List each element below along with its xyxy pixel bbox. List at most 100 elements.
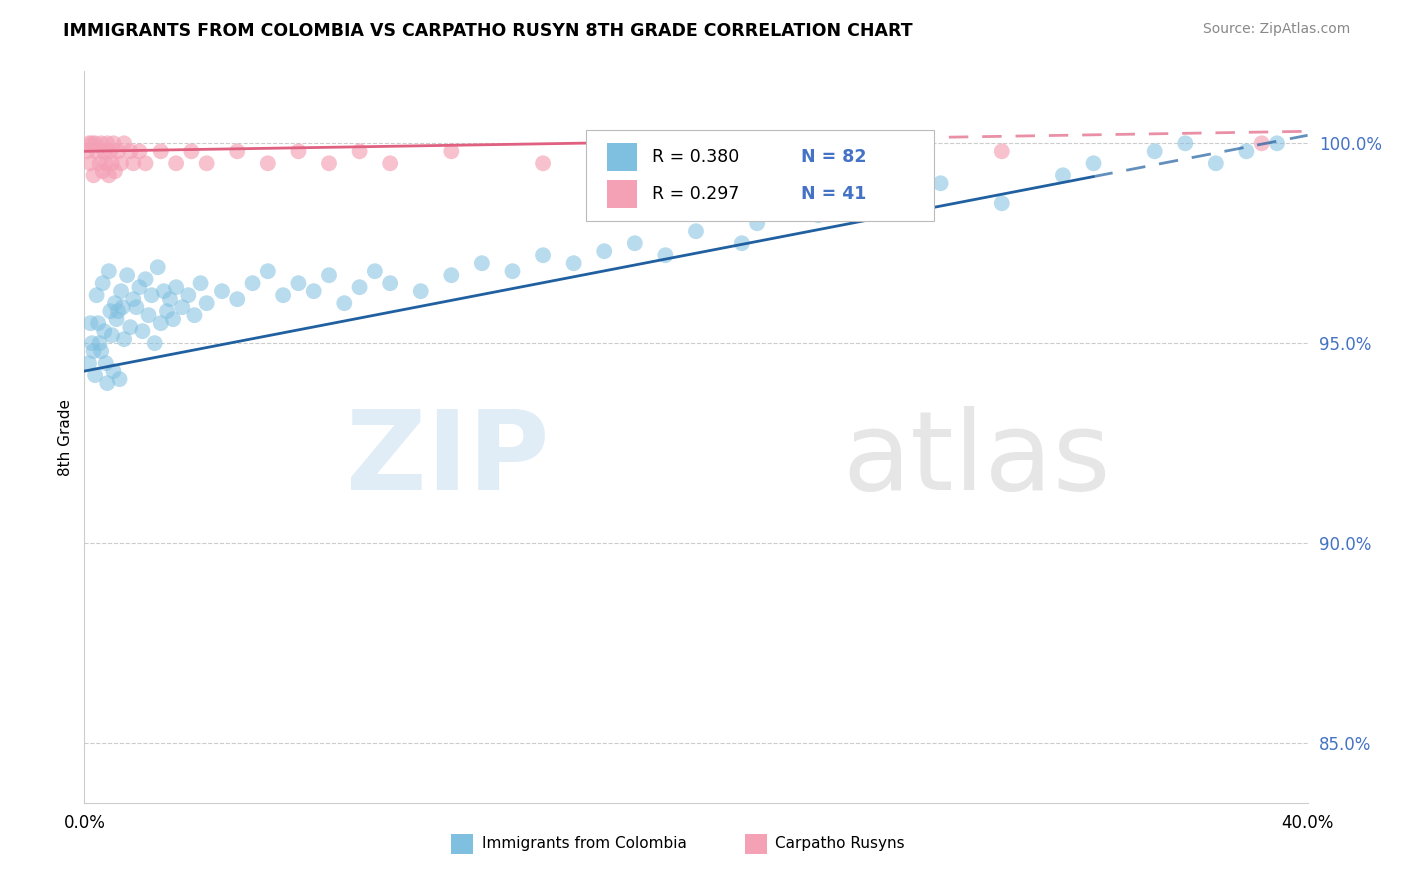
Point bbox=[96, 136, 118, 151]
Point bbox=[98, 304, 121, 318]
Point bbox=[502, 264, 524, 278]
Bar bbox=[606, 180, 637, 208]
Point bbox=[90, 136, 112, 151]
Point bbox=[195, 296, 218, 310]
Point bbox=[94, 356, 117, 370]
Text: Source: ZipAtlas.com: Source: ZipAtlas.com bbox=[1202, 22, 1350, 37]
Point bbox=[440, 145, 463, 159]
Point bbox=[1174, 136, 1197, 151]
Bar bbox=[606, 144, 637, 171]
Point bbox=[94, 156, 117, 170]
Point bbox=[211, 284, 233, 298]
Point bbox=[531, 156, 554, 170]
Point bbox=[440, 268, 463, 283]
Point bbox=[90, 344, 112, 359]
Point bbox=[107, 304, 129, 318]
Point bbox=[257, 264, 280, 278]
Point bbox=[190, 276, 212, 290]
Point bbox=[257, 156, 280, 170]
Point bbox=[80, 336, 103, 351]
Point bbox=[97, 264, 120, 278]
Point bbox=[162, 312, 184, 326]
Point bbox=[165, 280, 187, 294]
Text: Immigrants from Colombia: Immigrants from Colombia bbox=[482, 836, 686, 851]
Point bbox=[110, 284, 132, 298]
Text: R = 0.380: R = 0.380 bbox=[652, 148, 740, 166]
Point bbox=[153, 284, 176, 298]
Point bbox=[86, 145, 108, 159]
Point bbox=[333, 296, 356, 310]
Point bbox=[731, 236, 754, 251]
Point bbox=[177, 288, 200, 302]
Point bbox=[108, 372, 131, 386]
Point bbox=[562, 256, 585, 270]
Text: N = 41: N = 41 bbox=[800, 186, 866, 203]
Point bbox=[76, 145, 98, 159]
Point bbox=[593, 244, 616, 259]
Point bbox=[101, 328, 124, 343]
Point bbox=[1205, 156, 1227, 170]
Point bbox=[287, 276, 309, 290]
Point bbox=[409, 284, 432, 298]
Point bbox=[914, 184, 936, 198]
Point bbox=[80, 136, 103, 151]
Point bbox=[104, 164, 127, 178]
Point bbox=[87, 316, 110, 330]
Point bbox=[122, 292, 145, 306]
Point bbox=[93, 145, 115, 159]
Point bbox=[807, 208, 830, 222]
FancyBboxPatch shape bbox=[586, 130, 935, 221]
Point bbox=[159, 292, 181, 306]
Point bbox=[125, 300, 148, 314]
Bar bbox=[451, 833, 474, 854]
Point bbox=[98, 145, 121, 159]
Point bbox=[180, 145, 202, 159]
Point bbox=[172, 300, 194, 314]
Y-axis label: 8th Grade: 8th Grade bbox=[58, 399, 73, 475]
Text: ZIP: ZIP bbox=[346, 406, 550, 513]
Point bbox=[89, 156, 111, 170]
Point bbox=[156, 304, 179, 318]
Point bbox=[143, 336, 166, 351]
Text: Carpatho Rusyns: Carpatho Rusyns bbox=[776, 836, 905, 851]
Point bbox=[107, 145, 129, 159]
Point bbox=[103, 136, 125, 151]
Point bbox=[747, 156, 769, 170]
Point bbox=[96, 376, 118, 391]
Point bbox=[77, 136, 100, 151]
Point bbox=[654, 248, 676, 262]
Point bbox=[128, 280, 150, 294]
Point bbox=[1143, 145, 1166, 159]
Point bbox=[1250, 136, 1272, 151]
Point bbox=[86, 288, 108, 302]
Point bbox=[471, 256, 494, 270]
Point bbox=[271, 288, 294, 302]
Point bbox=[318, 268, 340, 283]
Point bbox=[869, 196, 891, 211]
Point bbox=[131, 324, 153, 338]
Point bbox=[1083, 156, 1105, 170]
Point bbox=[349, 145, 371, 159]
Point bbox=[115, 268, 138, 283]
Point bbox=[747, 216, 769, 230]
Point bbox=[104, 296, 127, 310]
Point bbox=[77, 356, 100, 370]
Text: IMMIGRANTS FROM COLOMBIA VS CARPATHO RUSYN 8TH GRADE CORRELATION CHART: IMMIGRANTS FROM COLOMBIA VS CARPATHO RUS… bbox=[63, 22, 912, 40]
Point bbox=[91, 276, 114, 290]
Point bbox=[242, 276, 264, 290]
Point bbox=[1265, 136, 1288, 151]
Point bbox=[84, 368, 107, 383]
Point bbox=[101, 156, 124, 170]
Point bbox=[79, 316, 101, 330]
Point bbox=[84, 136, 107, 151]
Point bbox=[226, 145, 249, 159]
Point bbox=[97, 169, 120, 183]
Point bbox=[364, 264, 387, 278]
Point bbox=[929, 176, 952, 190]
Text: atlas: atlas bbox=[842, 406, 1111, 513]
Point bbox=[183, 308, 205, 322]
Text: R = 0.297: R = 0.297 bbox=[652, 186, 740, 203]
Point bbox=[135, 156, 157, 170]
Point bbox=[226, 292, 249, 306]
Point bbox=[103, 364, 125, 378]
